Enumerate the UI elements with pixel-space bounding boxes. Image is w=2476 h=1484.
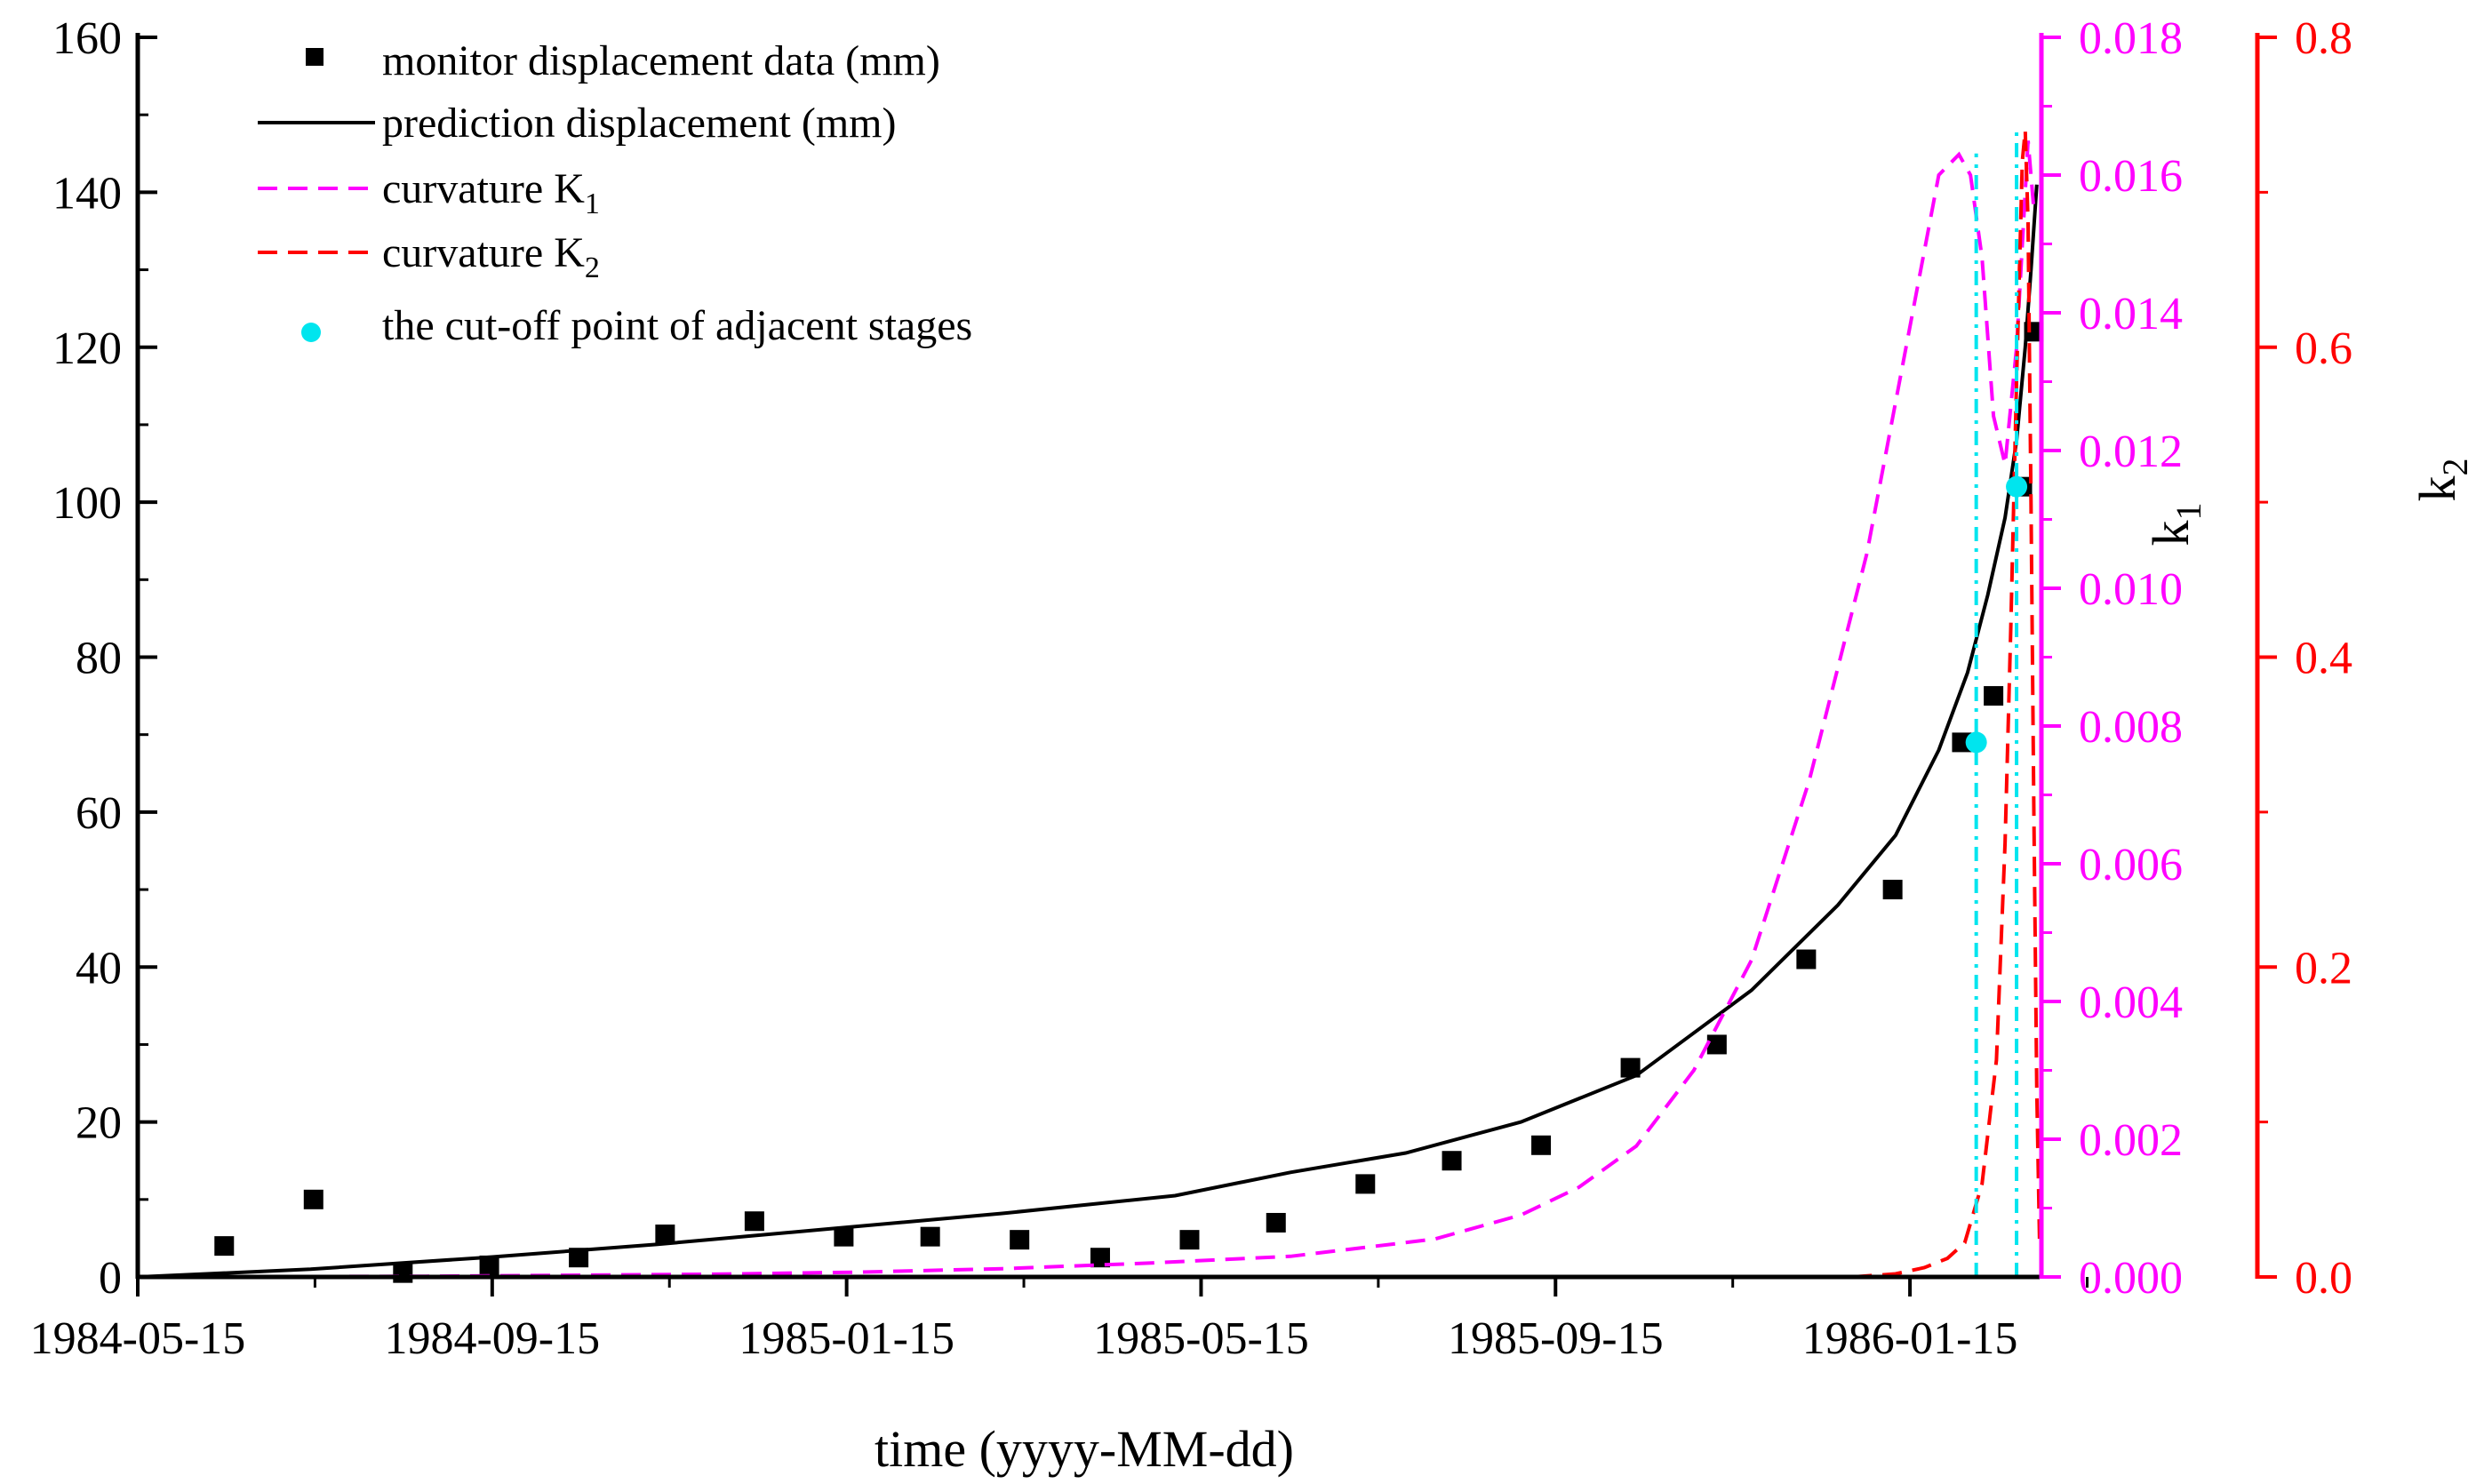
monitor-data-point (1179, 1230, 1200, 1250)
k1-tick-label: 0.018 (2079, 13, 2183, 64)
monitor-data-point (744, 1211, 764, 1232)
series-line-curvature-k2 (1852, 130, 2041, 1279)
monitor-data-point (479, 1255, 499, 1275)
monitor-data-point (1620, 1057, 1641, 1078)
left-tick-label: 40 (76, 943, 122, 993)
monitor-data-point (1984, 686, 2004, 706)
k2-tick-label: 0.8 (2295, 13, 2352, 64)
k2-tick-label: 0.2 (2295, 943, 2352, 993)
legend-label: prediction displacement (mm) (382, 100, 896, 147)
x-tick-label: 1986-01-15 (1802, 1313, 2018, 1364)
monitor-data-point (1442, 1151, 1462, 1171)
legend: monitor displacement data (mm) prediction… (258, 37, 972, 349)
monitor-data-point (1882, 880, 1903, 900)
x-tick-label: 1985-09-15 (1448, 1313, 1664, 1364)
k1-axis-title: k1 (2142, 503, 2208, 547)
monitor-data-point (920, 1226, 940, 1247)
monitor-data-point (214, 1236, 235, 1257)
k2-tick-label: 0.4 (2295, 634, 2352, 684)
monitor-data-point (303, 1189, 323, 1209)
monitor-data-point (1355, 1174, 1376, 1194)
k1-tick-label: 0.006 (2079, 840, 2183, 890)
x-tick-label: 1984-05-15 (30, 1313, 246, 1364)
k1-tick-label: 0.016 (2079, 151, 2183, 202)
plot-series-layer (137, 130, 2044, 1283)
k2-tick-label: 0.6 (2295, 323, 2352, 374)
monitor-data-point (834, 1226, 854, 1247)
legend-label: monitor displacement data (mm) (382, 37, 940, 84)
monitor-data-point (1952, 732, 1972, 753)
left-tick-label: 80 (76, 634, 122, 684)
left-tick-label: 0 (99, 1253, 122, 1304)
x-axis-title: time (yyyy-MM-dd) (875, 1420, 1294, 1478)
legend-swatch-marker (306, 48, 323, 66)
monitor-data-point (393, 1263, 413, 1283)
monitor-data-point (569, 1248, 589, 1268)
monitor-data-point (1090, 1248, 1110, 1268)
k2-axis-title: k2 (2408, 459, 2475, 502)
monitor-data-point (655, 1225, 675, 1245)
left-tick-label: 160 (52, 13, 122, 64)
k1-tick-label: 0.010 (2079, 564, 2183, 615)
cutoff-point (2006, 475, 2028, 498)
series-line-curvature-k1 (137, 140, 2036, 1279)
k1-tick-label: 0.002 (2079, 1115, 2183, 1166)
legend-label: curvature K1 (382, 165, 600, 220)
legend-label: curvature K2 (382, 229, 600, 284)
axes-layer: 0 20 40 60 80 100 120 140 160 1984-05-15 1984-09-1… (30, 13, 2475, 1364)
cutoff-point (1965, 731, 1987, 754)
k1-tick-label: 0.012 (2079, 427, 2183, 477)
monitor-data-point (1796, 949, 1817, 969)
k2-tick-label: 0.0 (2295, 1253, 2352, 1304)
monitor-data-point (1010, 1230, 1030, 1250)
x-tick-label: 1985-01-15 (739, 1313, 954, 1364)
legend-label: the cut-off point of adjacent stages (382, 302, 972, 349)
monitor-data-point (1706, 1034, 1727, 1055)
legend-swatch-dot (301, 323, 321, 342)
k1-tick-label: 0.000 (2079, 1253, 2183, 1304)
left-tick-label: 60 (76, 788, 122, 839)
left-tick-label: 100 (52, 478, 122, 529)
left-tick-label: 20 (76, 1098, 122, 1149)
left-tick-label: 140 (52, 168, 122, 219)
k1-tick-label: 0.014 (2079, 289, 2183, 339)
monitor-data-point (1266, 1212, 1286, 1233)
x-tick-label: 1984-09-15 (384, 1313, 600, 1364)
left-tick-label: 120 (52, 323, 122, 374)
k1-tick-label: 0.004 (2079, 977, 2183, 1028)
monitor-data-point (1531, 1135, 1552, 1155)
x-tick-label: 1985-05-15 (1093, 1313, 1309, 1364)
k1-tick-label: 0.008 (2079, 702, 2183, 753)
